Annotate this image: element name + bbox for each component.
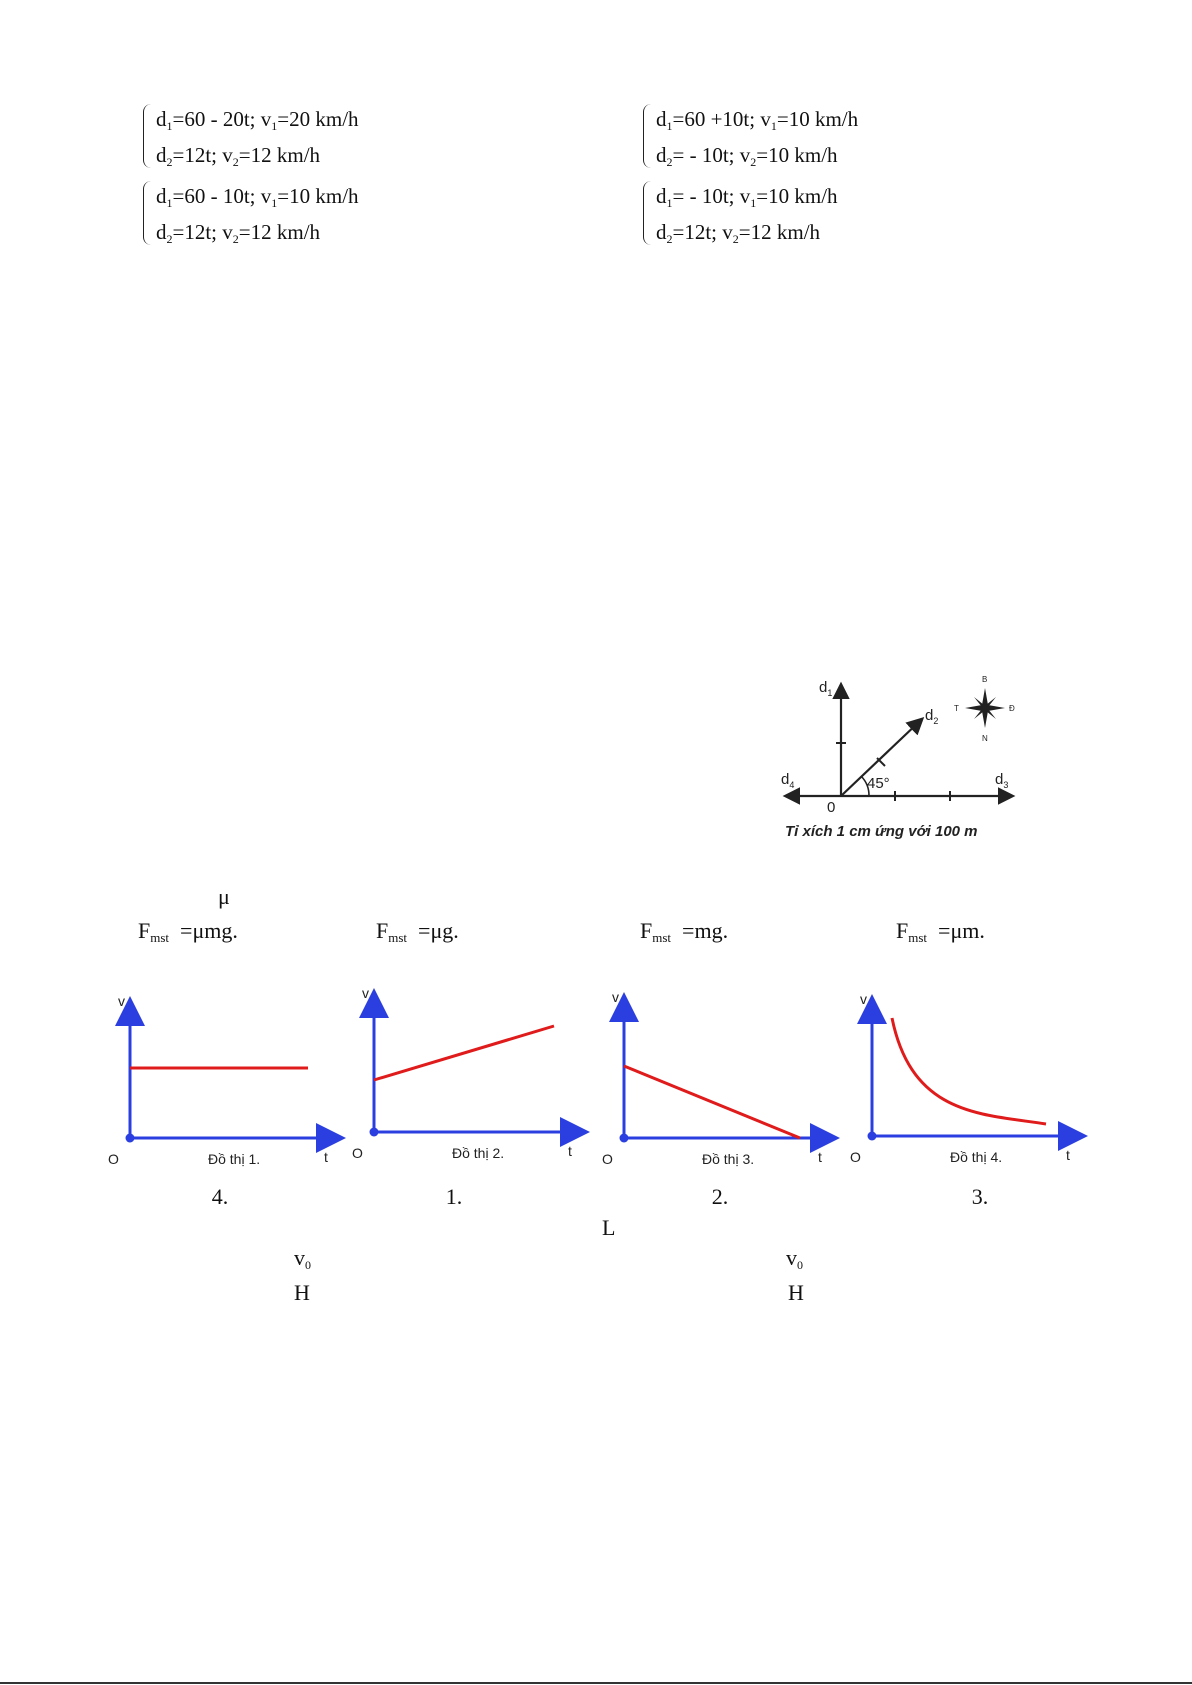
origin-label: 0 <box>827 799 835 816</box>
equation-row: d2= - 10t; v2=10 km/h <box>656 143 838 169</box>
origin-dot <box>369 1127 379 1137</box>
brace <box>143 181 153 245</box>
svg-text:T: T <box>954 704 959 713</box>
H-right: H <box>788 1280 804 1305</box>
graph-answer-4: 3. <box>971 1184 989 1209</box>
displacement-map-figure: 45° d1 d2 d3 d4 0 B N Đ T Tỉ xích 1 cm ứ… <box>781 675 1016 840</box>
compass-rose-icon: B N Đ T <box>954 675 1015 743</box>
graph-answer-1: 4. <box>211 1184 229 1209</box>
friction-option-1: Fmst =μmg. <box>138 918 238 945</box>
graph-caption: Đồ thị 4. <box>950 1149 1002 1165</box>
x-axis-label: t <box>1066 1147 1070 1163</box>
svg-text:Đ: Đ <box>1009 704 1015 713</box>
mu-symbol: μ <box>218 884 230 909</box>
graph-answer-3: 2. <box>711 1184 729 1209</box>
angle-arc <box>860 775 870 797</box>
vt-graph-2: v t O Đồ thị 2. <box>352 985 590 1161</box>
svg-text:N: N <box>982 734 988 743</box>
equation-row: d1=60 - 10t; v1=10 km/h <box>156 184 359 210</box>
y-axis-label: v <box>118 993 125 1009</box>
equation-row: d2=12t; v2=12 km/h <box>156 143 321 169</box>
y-axis-label: v <box>362 985 369 1001</box>
label-d3: d3 <box>995 771 1008 790</box>
origin-label: O <box>108 1151 119 1167</box>
tick <box>876 757 886 767</box>
friction-option-2: Fmst =μg. <box>376 918 459 945</box>
brace <box>143 104 153 168</box>
angle-label: 45° <box>867 775 890 792</box>
axis-d2 <box>840 716 925 797</box>
vt-graph-4: v t O Đồ thị 4. <box>850 991 1088 1165</box>
v0-right: v0 <box>786 1245 803 1272</box>
origin-label: O <box>850 1149 861 1165</box>
velocity-curve <box>623 1064 801 1140</box>
graph-caption: Đồ thị 2. <box>452 1145 504 1161</box>
label-d2: d2 <box>925 707 938 726</box>
origin-label: O <box>602 1151 613 1167</box>
label-d4: d4 <box>781 771 794 790</box>
H-left: H <box>294 1280 310 1305</box>
equation-row: d1=60 +10t; v1=10 km/h <box>656 107 859 133</box>
graph-caption: Đồ thị 3. <box>702 1151 754 1167</box>
friction-option-4: Fmst =μm. <box>896 918 985 945</box>
letter-L: L <box>602 1215 616 1240</box>
scale-caption: Tỉ xích 1 cm ứng với 100 m <box>785 823 978 840</box>
vt-graph-3: v t O Đồ thị 3. <box>602 989 840 1167</box>
friction-option-3: Fmst =mg. <box>640 918 729 945</box>
v0-left: v0 <box>294 1245 311 1272</box>
origin-dot <box>619 1133 629 1143</box>
origin-dot <box>125 1133 135 1143</box>
equation-row: d1=60 - 20t; v1=20 km/h <box>156 107 359 133</box>
velocity-curve <box>890 1017 1047 1126</box>
vt-graph-1: v t O Đồ thị 1. <box>108 993 346 1167</box>
graph-caption: Đồ thị 1. <box>208 1151 260 1167</box>
origin-dot <box>867 1131 877 1141</box>
page-bottom-rule <box>0 1682 1192 1684</box>
origin-label: O <box>352 1145 363 1161</box>
y-axis-label: v <box>612 989 619 1005</box>
label-d1: d1 <box>819 679 832 698</box>
brace <box>643 181 653 245</box>
equation-row: d2=12t; v2=12 km/h <box>156 220 321 246</box>
y-axis-label: v <box>860 991 867 1007</box>
brace <box>643 104 653 168</box>
equation-row: d1= - 10t; v1=10 km/h <box>656 184 838 210</box>
x-axis-label: t <box>324 1149 328 1165</box>
velocity-curve <box>373 1024 555 1082</box>
graph-answer-2: 1. <box>445 1184 463 1209</box>
x-axis-label: t <box>568 1143 572 1159</box>
svg-text:B: B <box>982 675 987 684</box>
equation-row: d2=12t; v2=12 km/h <box>656 220 821 246</box>
x-axis-label: t <box>818 1149 822 1165</box>
